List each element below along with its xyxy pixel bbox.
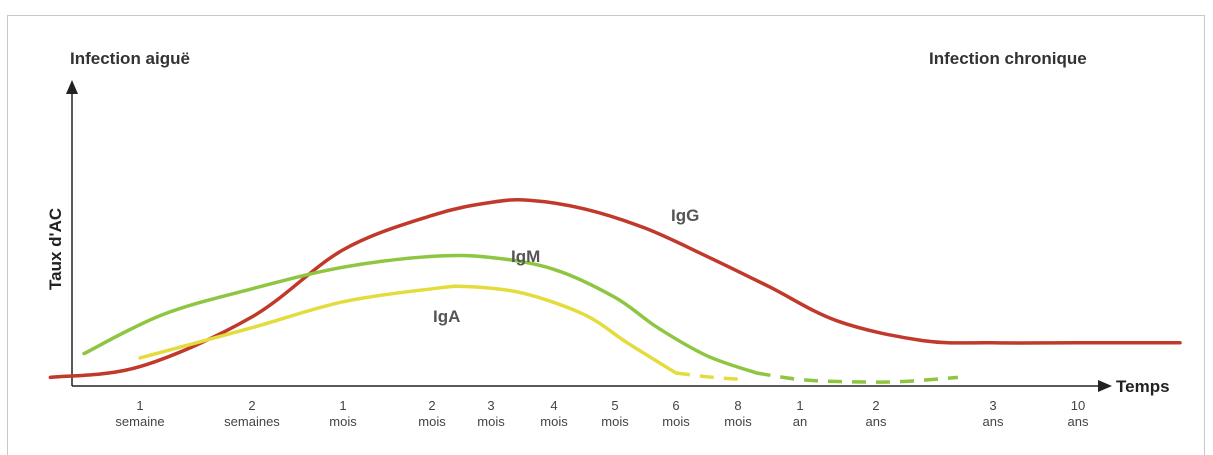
x-axis-label: Temps [1116,377,1170,396]
x-tick-number: 2 [248,398,255,413]
x-tick-unit: semaine [115,414,164,429]
annotation-right: Infection chronique [929,49,1087,68]
x-tick-unit: mois [418,414,446,429]
x-tick-unit: mois [329,414,357,429]
x-tick-unit: semaines [224,414,280,429]
x-tick-unit: ans [1068,414,1089,429]
y-axis-arrow-icon [66,80,78,94]
x-axis-arrow-icon [1098,380,1112,392]
series-label-igm: IgM [511,247,540,266]
x-tick-number: 1 [796,398,803,413]
x-tick-number: 8 [734,398,741,413]
x-tick-number: 1 [136,398,143,413]
x-tick-unit: mois [662,414,690,429]
x-tick-unit: mois [540,414,568,429]
series-line-iga [138,284,678,375]
y-axis-label: Taux d'AC [46,208,65,290]
x-tick: 1an [793,398,807,429]
chart-frame [7,15,1205,455]
x-tick-number: 3 [487,398,494,413]
series-line-igg [48,198,1182,380]
series-labels: IgG IgM IgA [433,206,699,326]
x-tick-unit: ans [866,414,887,429]
series-line-iga-dashed [675,371,745,382]
x-tick-unit: mois [601,414,629,429]
x-tick-unit: mois [724,414,752,429]
series-layer [48,198,1182,384]
x-tick-unit: mois [477,414,505,429]
annotation-left: Infection aiguë [70,49,190,68]
series-label-igg: IgG [671,206,699,225]
x-tick-unit: an [793,414,807,429]
axes [66,80,1112,392]
x-tick-number: 3 [989,398,996,413]
series-label-iga: IgA [433,307,460,326]
series-line-igm [82,253,759,375]
x-tick-number: 2 [428,398,435,413]
x-tick-number: 10 [1071,398,1085,413]
x-tick-number: 1 [339,398,346,413]
x-tick-number: 2 [872,398,879,413]
x-tick-labels: 1semaine2semaines1mois2mois3mois4mois5mo… [115,398,1089,429]
x-tick-number: 4 [550,398,557,413]
x-tick-unit: ans [983,414,1004,429]
x-tick-number: 6 [672,398,679,413]
series-line-igm-dashed [756,371,959,384]
x-tick-number: 5 [611,398,618,413]
